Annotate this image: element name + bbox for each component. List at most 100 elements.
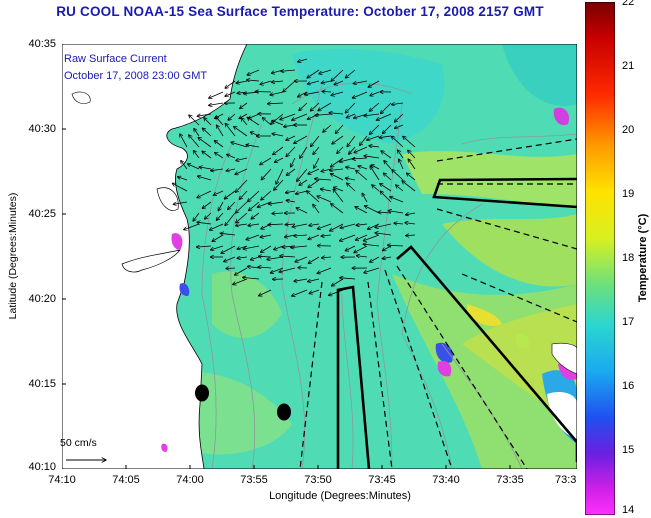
buoy-marker bbox=[195, 384, 209, 402]
current-vector bbox=[247, 69, 260, 75]
current-vector bbox=[239, 190, 248, 199]
overlay-line-1: Raw Surface Current bbox=[64, 53, 167, 65]
current-vector bbox=[392, 170, 404, 181]
current-vector bbox=[323, 124, 332, 132]
current-vector bbox=[202, 151, 212, 159]
current-vector bbox=[364, 114, 380, 116]
current-vector bbox=[370, 166, 380, 181]
current-vector bbox=[355, 207, 368, 214]
current-vector bbox=[369, 124, 380, 134]
current-vector bbox=[279, 267, 296, 272]
current-vector bbox=[247, 80, 260, 81]
current-vector bbox=[280, 113, 296, 120]
current-vector bbox=[380, 183, 392, 192]
current-vector bbox=[193, 212, 200, 221]
current-vector bbox=[225, 212, 236, 226]
current-vector bbox=[246, 145, 260, 148]
current-vector bbox=[260, 80, 272, 85]
current-vector bbox=[272, 120, 284, 126]
current-vector bbox=[376, 113, 392, 120]
current-vector bbox=[259, 289, 272, 296]
current-vector bbox=[391, 136, 404, 148]
current-vector bbox=[236, 212, 248, 223]
current-vector bbox=[300, 146, 308, 158]
current-vector bbox=[337, 146, 344, 154]
current-vector bbox=[247, 117, 260, 126]
current-vector bbox=[225, 80, 236, 88]
current-vector bbox=[319, 69, 332, 74]
current-vector bbox=[313, 204, 320, 214]
current-vector bbox=[281, 70, 296, 71]
current-vector bbox=[202, 128, 212, 137]
current-vector bbox=[285, 191, 296, 193]
current-vector bbox=[234, 126, 248, 137]
x-tick-label: 73:50 bbox=[304, 474, 332, 486]
current-vector bbox=[271, 81, 284, 82]
current-vector bbox=[225, 123, 236, 137]
current-vector bbox=[375, 223, 392, 228]
current-vector bbox=[215, 152, 224, 159]
current-vector bbox=[364, 206, 380, 214]
current-vector bbox=[346, 113, 356, 118]
current-vector bbox=[224, 190, 236, 199]
current-vector bbox=[368, 80, 380, 87]
overlay-line-2: October 17, 2008 23:00 GMT bbox=[64, 70, 208, 82]
current-vector bbox=[405, 213, 416, 215]
x-tick-label: 73:55 bbox=[240, 474, 268, 486]
current-vector bbox=[292, 223, 308, 227]
current-vector bbox=[291, 157, 296, 167]
colorbar-tick: 17 bbox=[622, 316, 635, 328]
current-vector bbox=[270, 91, 284, 95]
current-vector bbox=[340, 223, 356, 228]
y-axis-title: Latitude (Degrees:Minutes) bbox=[7, 192, 19, 320]
current-vector bbox=[241, 118, 248, 126]
current-vector bbox=[294, 278, 308, 281]
current-vector bbox=[308, 256, 320, 264]
current-vector bbox=[308, 234, 320, 239]
current-vector bbox=[202, 201, 212, 209]
current-vector bbox=[354, 245, 368, 253]
current-vector bbox=[299, 179, 308, 185]
current-vector bbox=[294, 235, 308, 236]
current-vector bbox=[276, 168, 284, 184]
y-tick-label: 40:10 bbox=[28, 461, 56, 473]
current-vector bbox=[345, 102, 356, 113]
current-vector bbox=[189, 135, 200, 148]
current-vector bbox=[231, 142, 248, 148]
current-vector bbox=[198, 137, 212, 148]
current-vector bbox=[224, 256, 236, 262]
current-vector bbox=[381, 151, 392, 159]
current-vector bbox=[242, 277, 260, 279]
current-vector bbox=[220, 233, 236, 235]
current-vector bbox=[382, 124, 392, 134]
current-vector bbox=[362, 193, 368, 203]
current-vector bbox=[388, 211, 404, 214]
scale-label: 50 cm/s bbox=[60, 437, 97, 449]
current-vector bbox=[239, 113, 248, 119]
current-vector bbox=[379, 136, 392, 138]
current-vector bbox=[394, 223, 404, 224]
map-title: RU COOL NOAA-15 Sea Surface Temperature:… bbox=[56, 4, 544, 19]
current-vector bbox=[173, 201, 188, 204]
current-vector bbox=[197, 190, 212, 198]
current-vector bbox=[356, 170, 368, 181]
current-vector bbox=[391, 103, 404, 105]
current-vector bbox=[216, 212, 224, 220]
current-vector bbox=[184, 223, 200, 230]
current-vector bbox=[235, 179, 248, 192]
current-vector bbox=[260, 245, 272, 252]
current-vector bbox=[370, 256, 380, 262]
current-vector bbox=[286, 135, 296, 140]
current-vector bbox=[304, 91, 320, 95]
x-tick-label: 73:35 bbox=[496, 474, 524, 486]
current-vector bbox=[307, 69, 320, 78]
colorbar-tick: 14 bbox=[622, 504, 635, 516]
current-vector bbox=[297, 168, 308, 182]
current-vector bbox=[248, 190, 260, 202]
colorbar-tick: 19 bbox=[622, 188, 635, 200]
current-vector bbox=[375, 233, 392, 236]
traffic-lanes bbox=[336, 177, 577, 469]
current-vector bbox=[339, 234, 356, 241]
current-vector bbox=[380, 191, 392, 203]
current-vector bbox=[227, 154, 236, 159]
